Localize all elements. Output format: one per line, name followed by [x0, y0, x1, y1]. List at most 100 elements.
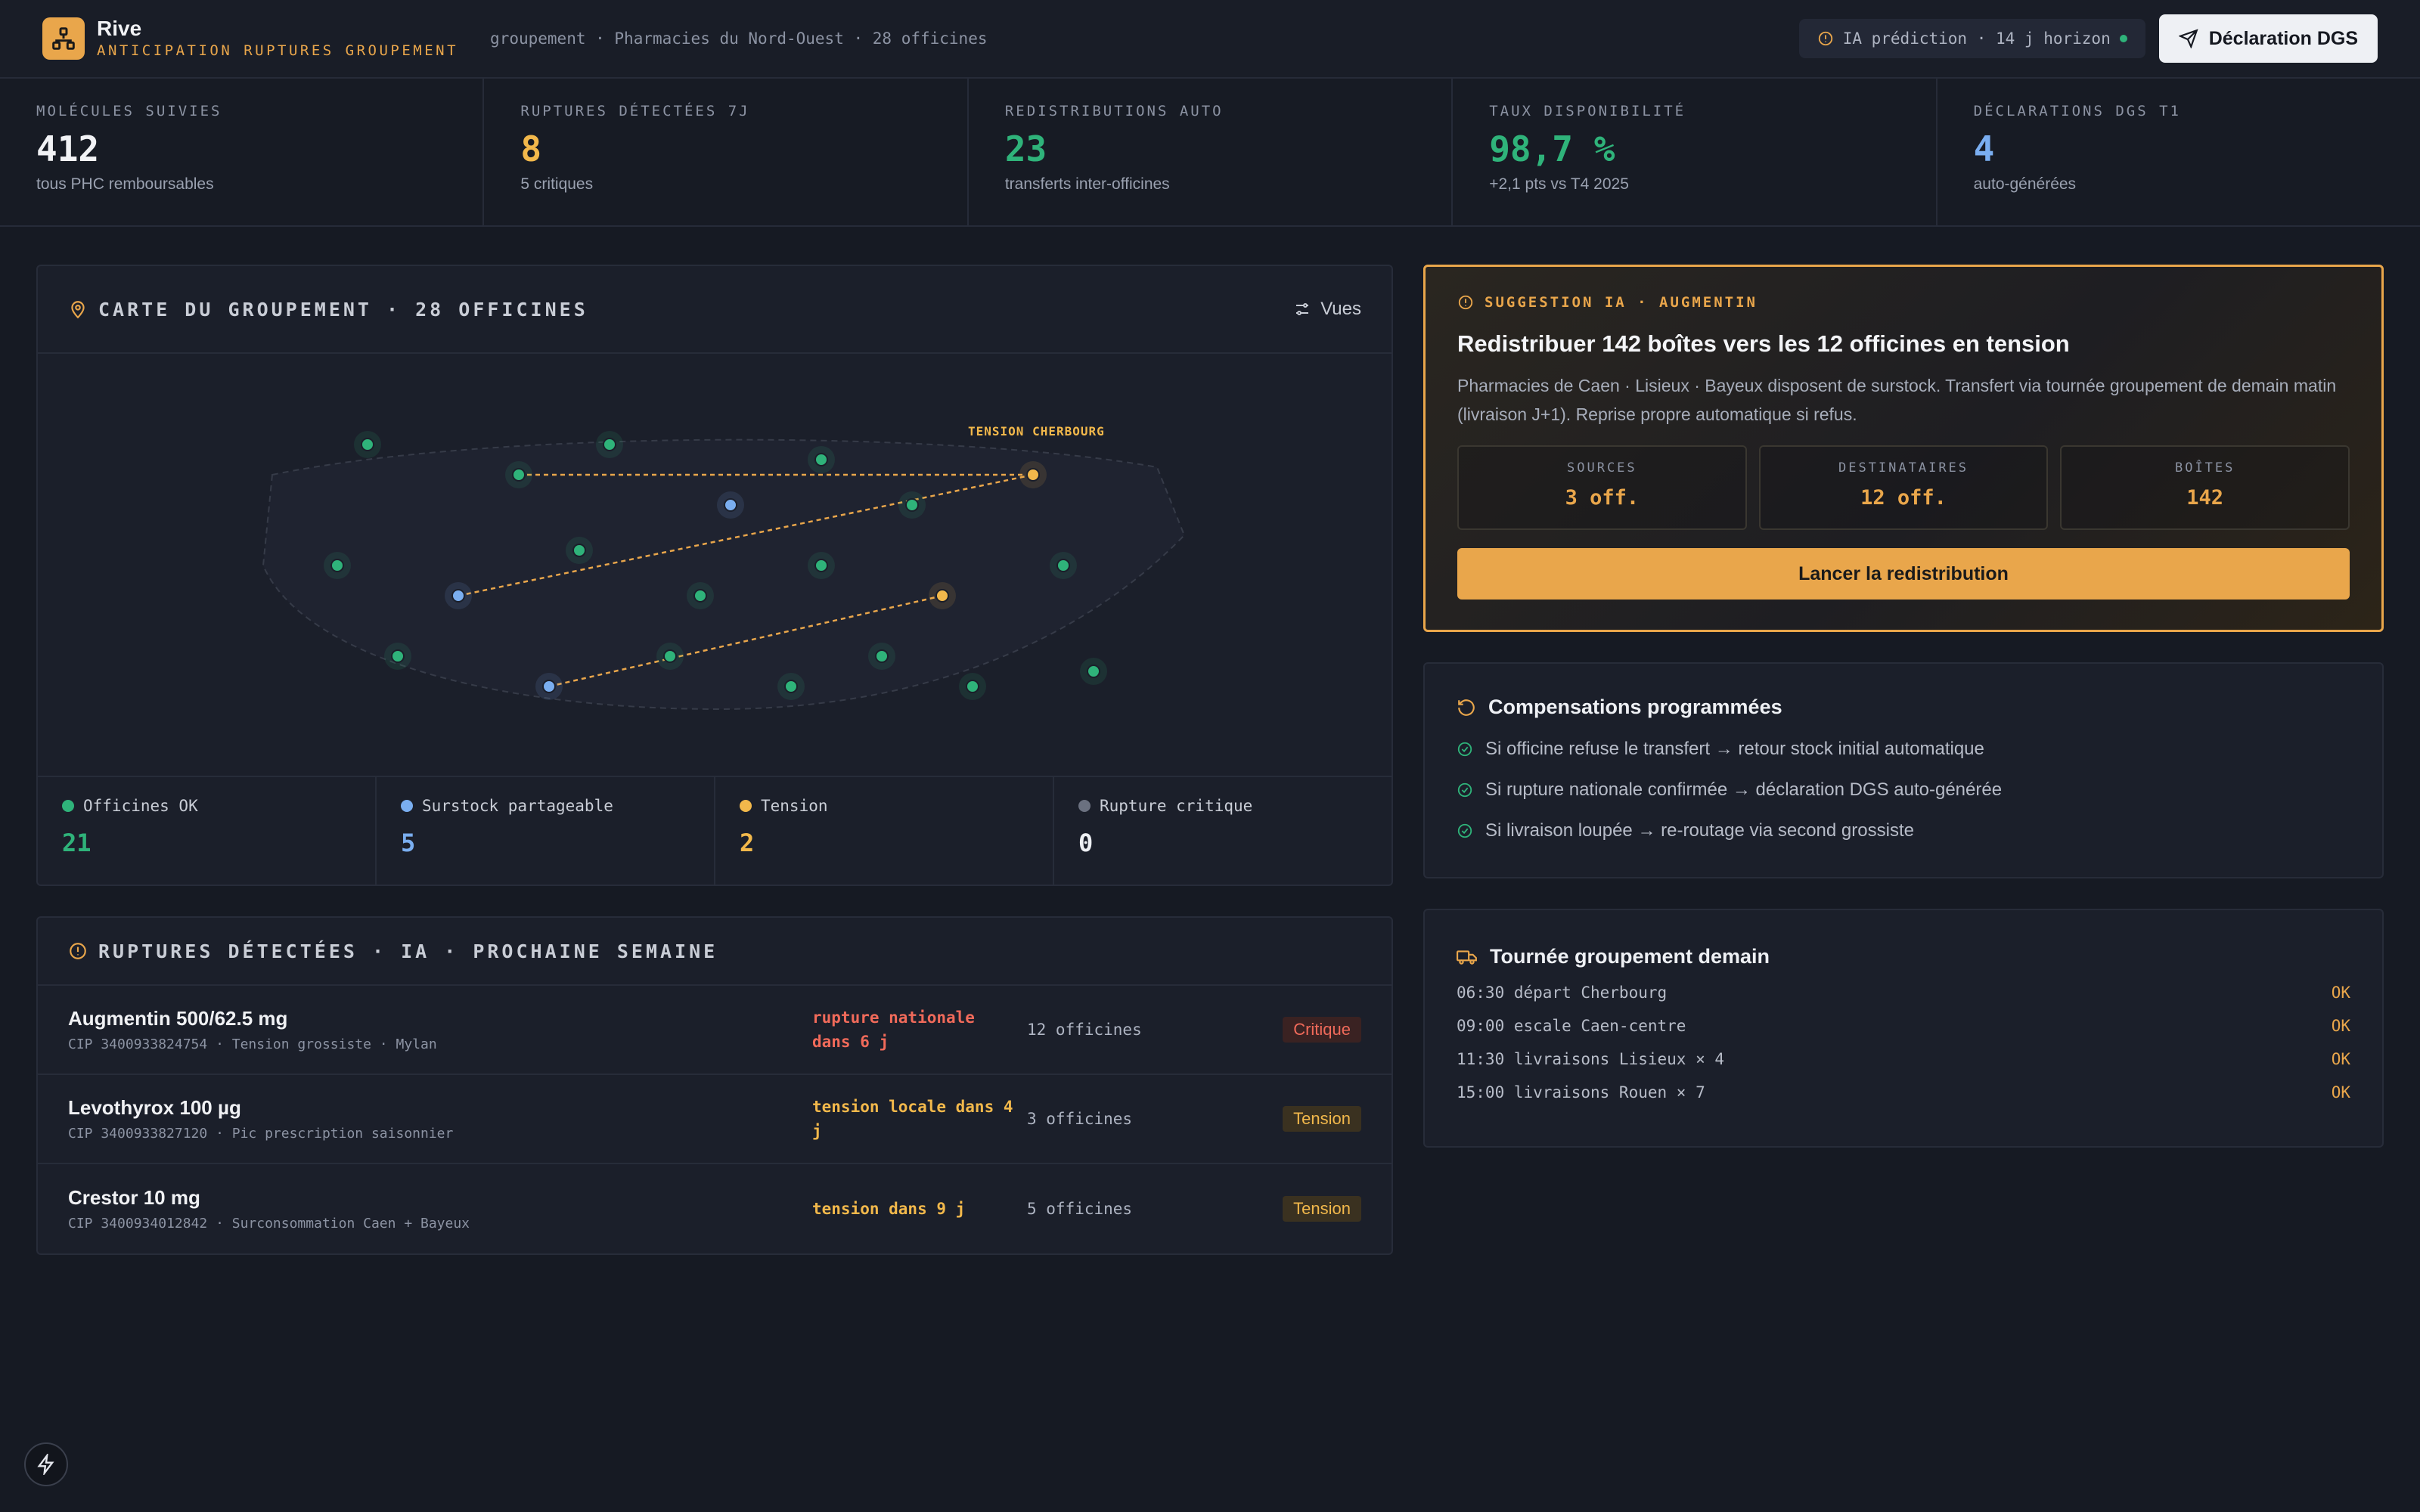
kpi-ruptures: RUPTURES DÉTECTÉES 7J 8 5 critiques — [484, 79, 969, 225]
compensations-card: Compensations programmées Si officine re… — [1423, 662, 2384, 878]
officine-node[interactable] — [724, 498, 737, 512]
ia-icon — [1818, 31, 1832, 46]
tournee-step: 06:30 départ Cherbourg — [1457, 984, 1668, 1002]
send-icon — [2178, 29, 2198, 48]
kpi-sub: auto-générées — [1973, 175, 2077, 193]
officine-node[interactable] — [451, 589, 465, 603]
ia-status-pill[interactable]: IA prédiction · 14 j horizon — [1798, 19, 2145, 58]
ruptures-title: RUPTURES DÉTECTÉES · IA · PROCHAINE SEMA… — [98, 940, 718, 962]
brand-tagline: ANTICIPATION RUPTURES GROUPEMENT — [97, 42, 459, 59]
rupture-row[interactable]: Crestor 10 mg CIP 3400934012842 · Surcon… — [38, 1164, 1392, 1253]
rupture-state: rupture nationale dans 6 j — [812, 1009, 975, 1051]
legend-value: 2 — [740, 829, 755, 857]
kpi-label: DÉCLARATIONS DGS T1 — [1973, 103, 2181, 119]
rupture-state: tension dans 9 j — [812, 1200, 966, 1218]
stat-boites: BOÎTES 142 — [2060, 445, 2350, 530]
kpi-sub: tous PHC remboursables — [36, 175, 214, 193]
status-dot — [2119, 35, 2127, 42]
drug-cip: CIP 3400933824754 · Tension grossiste · … — [68, 1036, 437, 1052]
drug-cip: CIP 3400934012842 · Surconsommation Caen… — [68, 1216, 470, 1232]
officine-node[interactable] — [330, 559, 344, 572]
drug-cip: CIP 3400933827120 · Pic prescription sai… — [68, 1126, 454, 1142]
tournee-item: 11:30 livraisons Lisieux × 4 OK — [1457, 1050, 2350, 1068]
severity-badge: Tension — [1283, 1106, 1361, 1132]
officine-node[interactable] — [935, 589, 949, 603]
drug-name: Levothyrox 100 µg — [68, 1096, 241, 1119]
stat-label: BOÎTES — [2174, 460, 2235, 476]
officine-node[interactable] — [966, 680, 979, 693]
tournee-status: OK — [2331, 1050, 2350, 1068]
breadcrumb: groupement · Pharmacies du Nord-Ouest · … — [490, 29, 988, 48]
kpi-value: 8 — [520, 129, 542, 169]
map-header: CARTE DU GROUPEMENT · 28 OFFICINES Vues — [38, 266, 1392, 354]
tension-label: TENSION CHERBOURG — [968, 424, 1105, 438]
kpi-label: TAUX DISPONIBILITÉ — [1489, 103, 1686, 119]
officine-node[interactable] — [572, 544, 586, 557]
brand: Rive ANTICIPATION RUPTURES GROUPEMENT — [97, 17, 458, 60]
kpi-label: MOLÉCULES SUIVIES — [36, 103, 222, 119]
alert-circle-icon — [70, 943, 86, 959]
tournee-step: 15:00 livraisons Rouen × 7 — [1457, 1083, 1705, 1101]
tournee-item: 15:00 livraisons Rouen × 7 OK — [1457, 1083, 2350, 1101]
legend-value: 21 — [62, 829, 92, 857]
officine-node[interactable] — [361, 438, 374, 451]
ruptures-panel: RUPTURES DÉTECTÉES · IA · PROCHAINE SEMA… — [36, 916, 1393, 1255]
officine-node[interactable] — [603, 438, 616, 451]
kpi-redistributions: REDISTRIBUTIONS AUTO 23 transferts inter… — [969, 79, 1454, 225]
stat-label: DESTINATAIRES — [1838, 460, 1969, 476]
route-line — [458, 473, 1034, 597]
officine-node[interactable] — [1056, 559, 1070, 572]
rupture-row[interactable]: Levothyrox 100 µg CIP 3400933827120 · Pi… — [38, 1075, 1392, 1164]
officine-node[interactable] — [875, 649, 889, 663]
kpi-declarations: DÉCLARATIONS DGS T1 4 auto-générées — [1938, 79, 2420, 225]
compensation-item: Si rupture nationale confirmée → déclara… — [1457, 779, 2350, 801]
tournee-card: Tournée groupement demain 06:30 départ C… — [1423, 909, 2384, 1148]
kpi-molecules: MOLÉCULES SUIVIES 412 tous PHC remboursa… — [0, 79, 485, 225]
truck-icon — [1457, 950, 1477, 965]
tournee-status: OK — [2331, 984, 2350, 1002]
group-map: TENSION CHERBOURG — [262, 424, 1186, 711]
route-line — [548, 594, 943, 688]
ia-status-text: IA prédiction · 14 j horizon — [1842, 29, 2111, 48]
kpi-value: 4 — [1973, 129, 1995, 169]
quick-action-button[interactable] — [24, 1442, 68, 1486]
legend-label: Surstock partageable — [422, 797, 613, 815]
officine-count: 3 officines — [1027, 1110, 1133, 1128]
map-panel: CARTE DU GROUPEMENT · 28 OFFICINES Vues … — [36, 265, 1393, 886]
officine-node[interactable] — [905, 498, 919, 512]
kpi-value: 98,7 % — [1489, 129, 1615, 169]
map-title: CARTE DU GROUPEMENT · 28 OFFICINES — [98, 298, 588, 321]
sliders-icon — [1296, 303, 1309, 315]
officine-node[interactable] — [542, 680, 556, 693]
severity-badge: Critique — [1283, 1017, 1361, 1043]
officine-node[interactable] — [814, 559, 828, 572]
tournee-step: 11:30 livraisons Lisieux × 4 — [1457, 1050, 1725, 1068]
legend-tension: Tension 2 — [715, 777, 1054, 885]
officine-node[interactable] — [1087, 665, 1100, 678]
kpi-disponibilite: TAUX DISPONIBILITÉ 98,7 % +2,1 pts vs T4… — [1453, 79, 1938, 225]
rupture-row[interactable]: Augmentin 500/62.5 mg CIP 3400933824754 … — [38, 986, 1392, 1075]
check-circle-icon — [1457, 782, 1472, 798]
drug-name: Augmentin 500/62.5 mg — [68, 1007, 288, 1030]
launch-redistribution-button[interactable]: Lancer la redistribution — [1457, 548, 2350, 600]
views-button[interactable]: Vues — [1293, 299, 1361, 320]
kpi-label: RUPTURES DÉTECTÉES 7J — [520, 103, 750, 119]
compensation-text: Si rupture nationale confirmée → déclara… — [1485, 779, 2003, 800]
legend-label: Rupture critique — [1100, 797, 1253, 815]
officine-node[interactable] — [693, 589, 707, 603]
officine-node[interactable] — [814, 453, 828, 466]
officine-node[interactable] — [663, 649, 677, 663]
compensation-item: Si officine refuse le transfert → retour… — [1457, 739, 2350, 760]
legend-label: Tension — [761, 797, 828, 815]
officine-node[interactable] — [784, 680, 798, 693]
legend-dot — [401, 800, 413, 812]
officine-node[interactable] — [1026, 468, 1040, 482]
tournee-status: OK — [2331, 1017, 2350, 1035]
officine-node[interactable] — [391, 649, 405, 663]
check-circle-icon — [1457, 823, 1472, 838]
stat-label: SOURCES — [1567, 460, 1637, 476]
officine-node[interactable] — [512, 468, 526, 482]
declaration-dgs-button[interactable]: Déclaration DGS — [2158, 14, 2378, 63]
kpi-label: REDISTRIBUTIONS AUTO — [1004, 103, 1224, 119]
compensation-text: Si officine refuse le transfert → retour… — [1485, 739, 1984, 759]
